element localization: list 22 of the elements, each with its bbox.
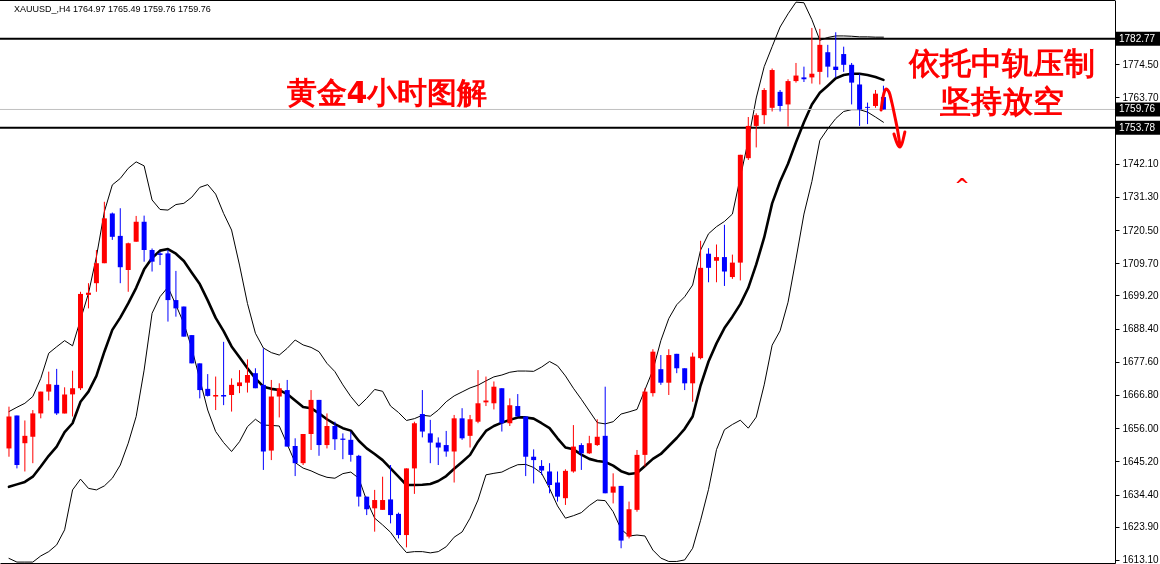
ref-line-label: 1753.78	[1119, 121, 1156, 133]
y-tick-label: 1774.50	[1122, 58, 1160, 70]
y-tick-label: 1742.10	[1122, 158, 1160, 170]
ref-line-label: 1759.76	[1119, 103, 1156, 115]
y-tick-label: 1709.70	[1122, 257, 1160, 269]
y-tick-label: 1645.20	[1122, 455, 1160, 467]
chart-title: XAUUSD_,H4 1764.97 1765.49 1759.76 1759.76	[14, 4, 211, 14]
y-tick-label: 1731.30	[1122, 191, 1160, 203]
y-tick-label: 1763.70	[1122, 91, 1160, 103]
y-tick-label: 1666.80	[1122, 389, 1160, 401]
y-tick-label: 1634.40	[1122, 489, 1160, 501]
y-tick-label: 1613.10	[1122, 554, 1160, 564]
y-tick-label: 1720.50	[1122, 224, 1160, 236]
y-tick-label: 1688.40	[1122, 323, 1160, 335]
y-tick-label: 1677.60	[1122, 356, 1160, 368]
y-tick-label: 1623.90	[1122, 521, 1160, 533]
ref-line-label: 1782.77	[1119, 32, 1156, 44]
y-tick-label: 1656.00	[1122, 422, 1160, 434]
y-tick-label: 1699.20	[1122, 289, 1160, 301]
annotation: 黄金4小时图解	[286, 75, 488, 110]
annotation: ^	[954, 174, 970, 195]
annotation: 依托中轨压制坚持放空	[908, 45, 1095, 119]
